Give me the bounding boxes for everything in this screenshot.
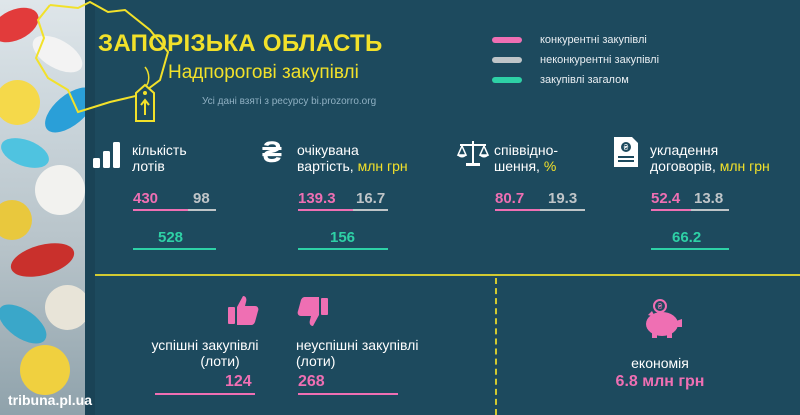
page-title: ЗАПОРІЗЬКА ОБЛАСТЬ — [98, 30, 383, 57]
successful-value: 124 — [225, 373, 252, 390]
contracts-competitive-underline — [651, 209, 691, 211]
value-noncompetitive-underline — [353, 209, 388, 211]
legend-swatch-competitive — [492, 37, 522, 43]
legend-label-noncompetitive: неконкурентні закупівлі — [540, 54, 660, 66]
lots-competitive-value: 430 — [133, 190, 159, 207]
bar-chart-icon — [93, 142, 120, 168]
price-tag-icon — [135, 66, 155, 122]
successful-underline — [155, 393, 255, 395]
contracts-total-underline — [651, 248, 729, 250]
successful-label: успішні закупівлі (лоти) — [151, 337, 259, 369]
contracts-total-value: 66.2 — [672, 229, 702, 246]
lots-total-value: 528 — [158, 229, 184, 246]
legend-label-competitive: конкурентні закупівлі — [540, 34, 647, 46]
lots-competitive-underline — [133, 209, 188, 211]
lots-noncompetitive-underline — [188, 209, 216, 211]
savings-value: 6.8 млн грн — [615, 373, 705, 390]
scales-icon — [456, 141, 490, 166]
lots-noncompetitive-value: 98 — [193, 190, 210, 207]
contract-document-icon: ₴ — [614, 137, 638, 167]
value-competitive-underline — [298, 209, 353, 211]
legend-label-total: закупівлі загалом — [540, 74, 629, 86]
thumbs-up-icon — [228, 296, 259, 325]
ratio-noncompetitive-underline — [540, 209, 585, 211]
legend-swatch-noncompetitive — [492, 57, 522, 63]
photo-edge — [85, 0, 95, 415]
column-divider — [495, 278, 497, 415]
thumbs-down-icon — [297, 297, 328, 326]
value-total-underline — [298, 248, 388, 250]
contracts-noncompetitive-underline — [691, 209, 729, 211]
piggy-bank-icon: ₴ — [646, 299, 682, 338]
section-divider — [95, 274, 800, 276]
ratio-noncompetitive-value: 19.3 — [548, 190, 578, 207]
hryvnia-icon: ₴ — [262, 136, 283, 169]
savings-label: економія — [631, 355, 689, 371]
ratio-competitive-underline — [495, 209, 540, 211]
data-source-note: Усі дані взяті з ресурсу bi.prozorro.org — [202, 96, 377, 107]
page-subtitle: Надпорогові закупівлі — [168, 62, 359, 83]
ratio-label: співвідно- шення, % — [494, 142, 559, 174]
lots-label: кількість лотів — [132, 142, 187, 174]
unsuccessful-underline — [298, 393, 398, 395]
site-credit: tribuna.pl.ua — [8, 392, 92, 408]
value-noncompetitive-value: 16.7 — [356, 190, 386, 207]
contracts-competitive-value: 52.4 — [651, 190, 681, 207]
value-total-value: 156 — [330, 229, 356, 246]
svg-text:₴: ₴ — [658, 302, 663, 311]
contracts-noncompetitive-value: 13.8 — [694, 190, 724, 207]
value-competitive-value: 139.3 — [298, 190, 336, 207]
value-label: очікувана вартість, млн грн — [297, 142, 408, 174]
lots-total-underline — [133, 248, 216, 250]
unsuccessful-value: 268 — [298, 373, 325, 390]
ratio-competitive-value: 80.7 — [495, 190, 525, 207]
legend-swatch-total — [492, 77, 522, 83]
contracts-label: укладення договорів, млн грн — [650, 142, 770, 174]
unsuccessful-label: неуспішні закупівлі (лоти) — [296, 337, 419, 369]
svg-text:₴: ₴ — [624, 143, 629, 152]
